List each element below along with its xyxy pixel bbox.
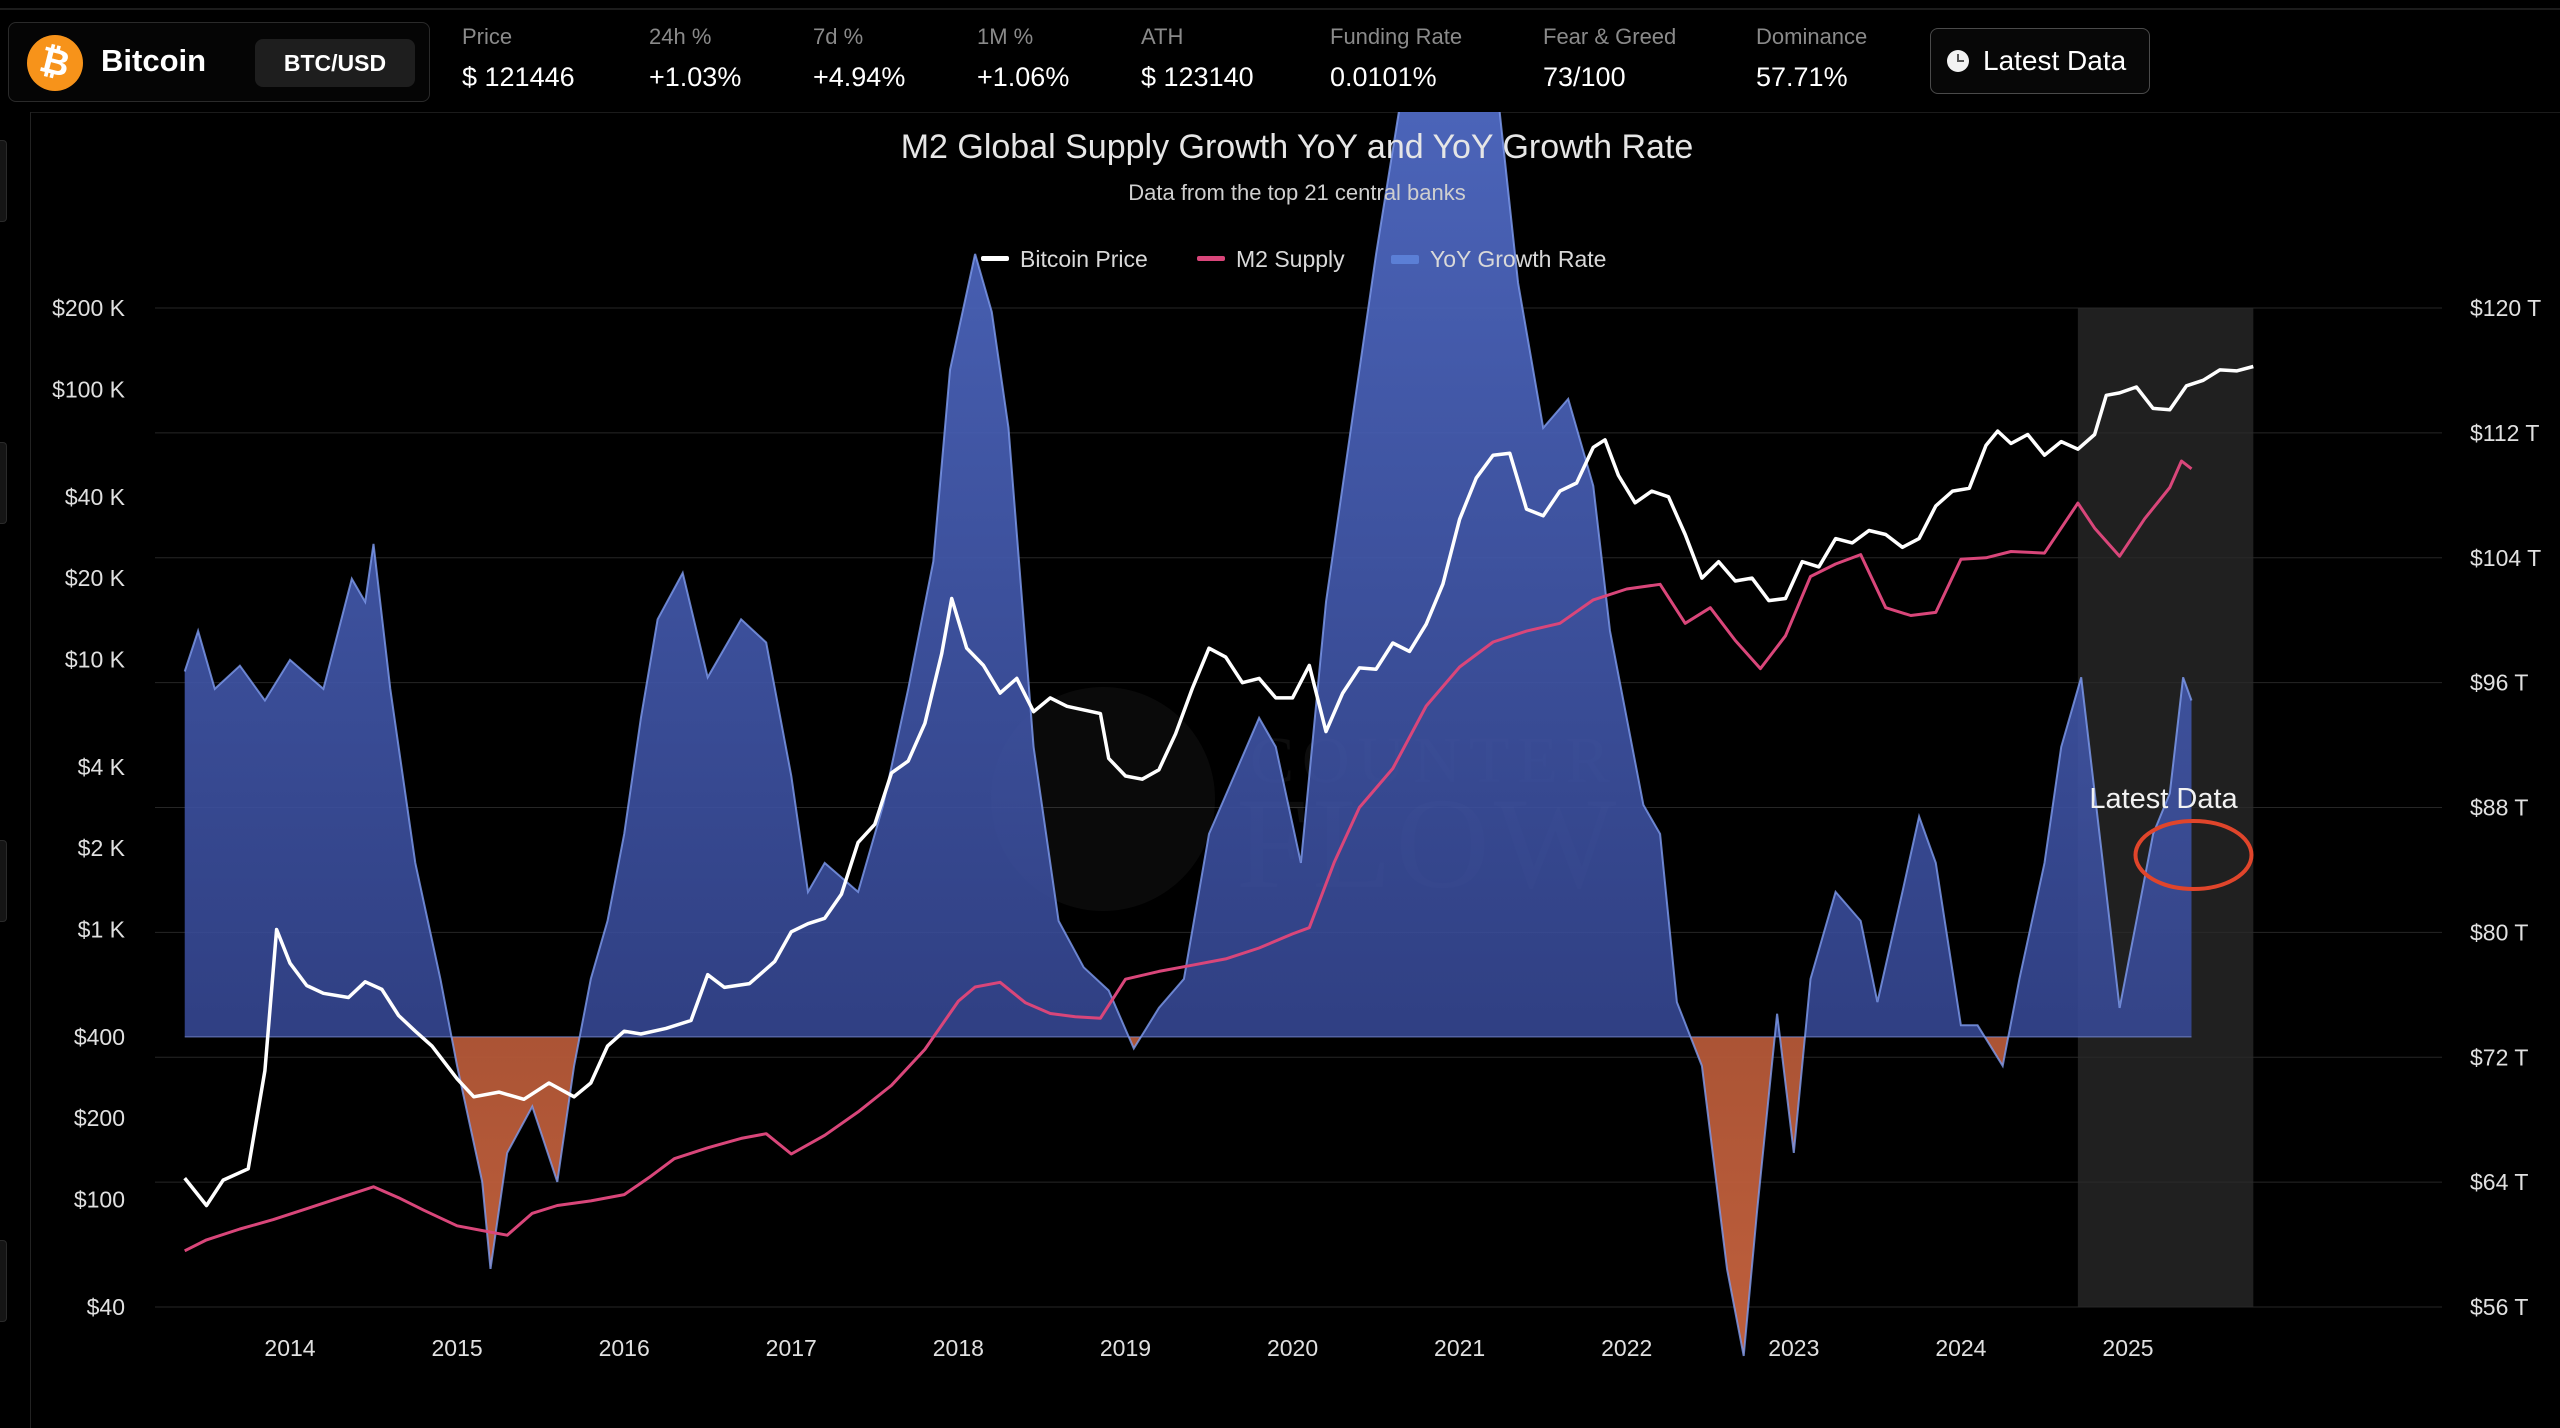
legend-label-m2-supply: M2 Supply [1236,246,1345,272]
legend: Bitcoin Price M2 Supply YoY Growth Rate [981,246,1606,272]
bitcoin-price-series [183,364,2254,1208]
latest-data-annotation: Latest Data [2089,783,2254,891]
right-axis-tick-label: $104 T [2470,545,2541,571]
x-axis-tick-label: 2019 [1100,1335,1151,1361]
stat-value: 57.71% [1756,62,1848,92]
rail-tab[interactable] [0,840,7,922]
stat-funding-rate: Funding Rate 0.0101% [1330,24,1462,93]
left-axis-tick-label: $200 K [52,295,126,321]
left-axis-tick-label: $10 K [65,646,126,672]
m2-supply-line [184,459,2193,1253]
legend-item-m2-supply[interactable]: M2 Supply [1197,246,1345,272]
x-axis-tick-label: 2018 [933,1335,984,1361]
rail-tab[interactable] [0,140,7,222]
stat-value: 0.0101% [1330,62,1437,92]
stat-value: +4.94% [813,62,906,92]
stat-label: Fear & Greed [1543,24,1677,49]
stat-label: 1M % [977,24,1034,49]
right-axis-tick-label: $112 T [2470,420,2539,446]
rail-tab[interactable] [0,442,7,524]
left-axis-tick-label: $100 [74,1187,125,1213]
right-axis-tick-label: $88 T [2470,795,2528,821]
stat-ath: ATH $ 123140 [1141,24,1254,93]
left-axis-tick-label: $200 [74,1105,125,1131]
legend-swatch-bitcoin-price [981,256,1009,261]
left-axis-tick-label: $20 K [65,565,126,591]
stat-7d: 7d % +4.94% [813,24,905,93]
right-axis-tick-label: $56 T [2470,1294,2528,1320]
right-axis-tick-label: $96 T [2470,670,2528,696]
right-axis-tick-label: $120 T [2470,295,2541,321]
stat-1m: 1M % +1.06% [977,24,1069,93]
left-axis-tick-label: $1 K [78,916,126,942]
bitcoin-price-line [183,364,2254,1208]
x-axis-tick-label: 2017 [766,1335,817,1361]
stat-value: 73/100 [1543,62,1626,92]
x-axis-tick-label: 2025 [2102,1335,2153,1361]
yoy-growth-area [183,112,2193,1357]
right-axis-tick-label: $64 T [2470,1169,2528,1195]
x-axis-tick-label: 2015 [432,1335,483,1361]
legend-swatch-m2-supply [1197,256,1225,261]
annotation-circle [2133,819,2254,891]
stat-value: +1.06% [977,62,1070,92]
annotation-label: Latest Data [2089,783,2238,815]
right-axis-tick-label: $72 T [2470,1044,2528,1070]
stat-fear-greed: Fear & Greed 73/100 [1543,24,1676,93]
x-axis-tick-label: 2020 [1267,1335,1318,1361]
right-axis-tick-label: $80 T [2470,919,2528,945]
left-axis-tick-label: $400 [74,1024,125,1050]
latest-data-label: Latest Data [1983,45,2127,76]
x-axis-tick-label: 2023 [1768,1335,1819,1361]
yoy-area-positive [184,112,2192,1037]
chart-title: M2 Global Supply Growth YoY and YoY Grow… [901,128,1694,166]
stat-label: ATH [1141,24,1184,49]
rail-tab[interactable] [0,1240,7,1322]
legend-label-yoy-growth-rate: YoY Growth Rate [1430,246,1606,272]
stat-value: $ 121446 [462,62,575,92]
asset-name: Bitcoin [101,43,207,78]
chart-subtitle: Data from the top 21 central banks [1128,180,1466,205]
left-rail [0,112,31,1428]
legend-label-bitcoin-price: Bitcoin Price [1020,246,1148,272]
left-axis-tick-label: $40 K [65,484,126,510]
yoy-area-edge [183,112,2193,1357]
x-axis-tick-label: 2016 [599,1335,650,1361]
stat-price: Price $ 121446 [462,24,575,93]
stat-label: Dominance [1756,24,1868,49]
m2-growth-chart: COUNTER FLOW $200 K$100 K$40 K$20 K$10 K… [52,112,2541,1361]
legend-swatch-yoy-growth-rate [1391,255,1419,264]
stat-dominance: Dominance 57.71% [1756,24,1867,93]
x-axis-tick-label: 2014 [264,1335,315,1361]
left-axis-tick-label: $40 [87,1294,125,1320]
pair-badge[interactable]: BTC/USD [255,39,415,87]
axes: $200 K $100 K $40 K $20 K $10 K $4 K $2 K $1 K $… [52,295,2541,1361]
x-axis-tick-label: 2022 [1601,1335,1652,1361]
latest-data-button[interactable]: Latest Data [1930,28,2150,94]
top-stats-bar: ₿ Bitcoin BTC/USD Price $ 121446 24h % +… [0,0,2560,113]
stat-24h: 24h % +1.03% [649,24,741,93]
bitcoin-icon: ₿ [27,35,83,91]
left-axis-tick-label: $2 K [78,835,126,861]
left-axis-tick-label: $100 K [52,376,126,402]
stat-label: 7d % [813,24,864,49]
m2-supply-series [184,459,2193,1253]
asset-selector[interactable]: ₿ Bitcoin BTC/USD [8,22,430,102]
clock-icon [1947,50,1969,72]
top-divider [0,8,2560,10]
legend-item-bitcoin-price[interactable]: Bitcoin Price [981,246,1148,272]
legend-item-yoy-growth-rate[interactable]: YoY Growth Rate [1391,246,1606,272]
x-axis-tick-label: 2024 [1935,1335,1986,1361]
x-axis-tick-label: 2021 [1434,1335,1485,1361]
stat-label: 24h % [649,24,712,49]
stat-label: Price [462,24,513,49]
stat-label: Funding Rate [1330,24,1463,49]
left-axis-tick-label: $4 K [78,754,126,780]
stat-value: $ 123140 [1141,62,1254,92]
stat-value: +1.03% [649,62,742,92]
